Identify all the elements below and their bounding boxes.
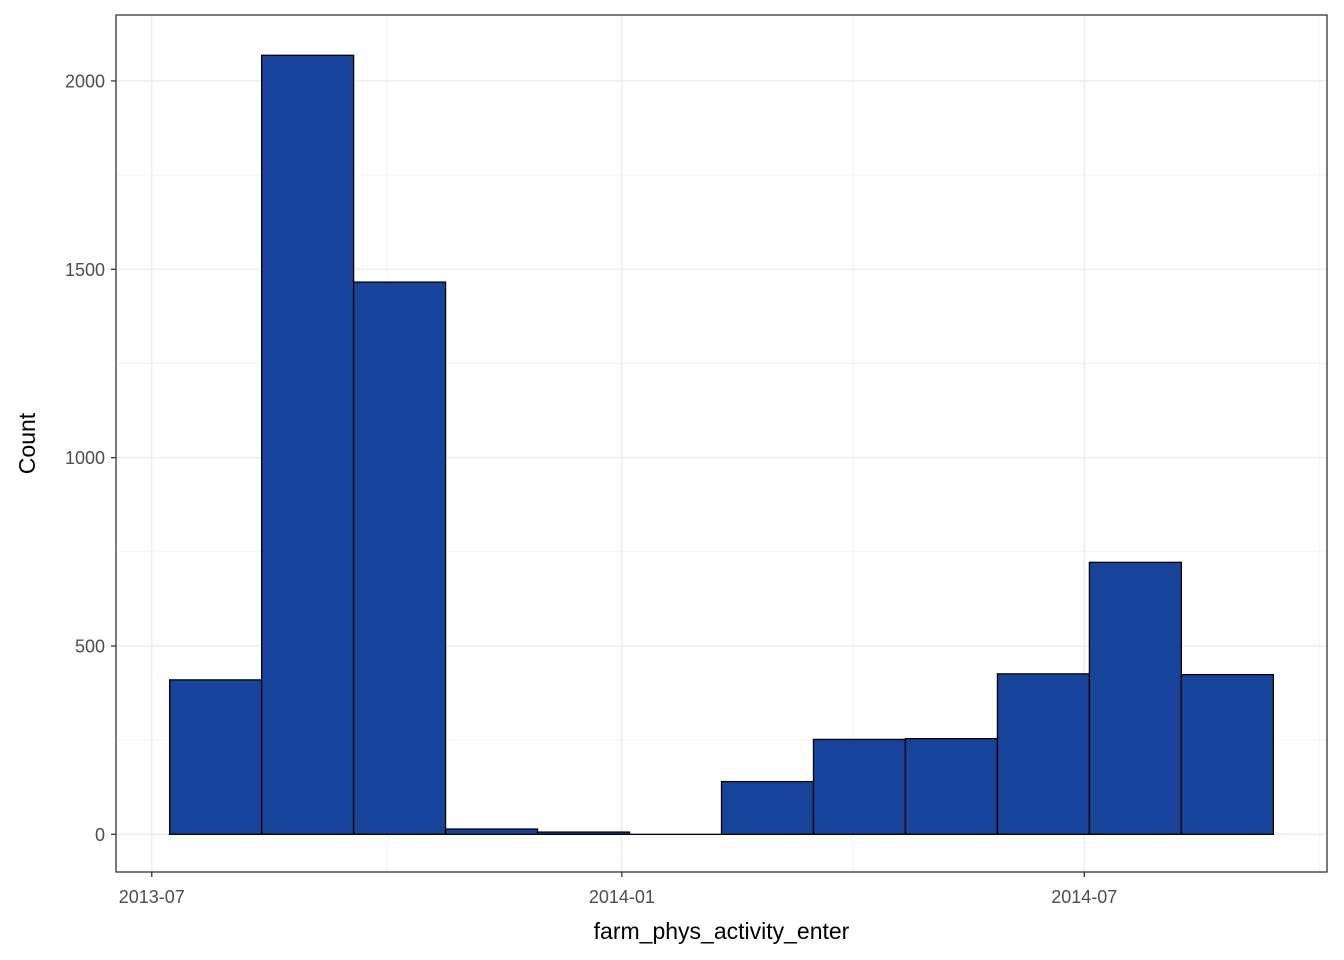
y-tick-label: 2000: [65, 71, 105, 91]
histogram-bar: [996, 673, 1091, 835]
y-tick-label: 0: [95, 825, 105, 845]
histogram-bar: [812, 738, 907, 835]
y-tick-label: 1500: [65, 260, 105, 280]
histogram-bar: [260, 54, 355, 835]
histogram-bar: [1088, 561, 1183, 835]
histogram-bar: [1180, 673, 1274, 835]
x-tick-label: 2014-07: [1051, 887, 1117, 907]
histogram-bar: [352, 281, 447, 835]
histogram-bar: [169, 679, 263, 835]
histogram-bar: [904, 737, 999, 835]
y-tick-label: 1000: [65, 448, 105, 468]
x-axis-title: farm_phys_activity_enter: [594, 918, 850, 944]
x-tick-label: 2014-01: [589, 887, 655, 907]
histogram-bar: [536, 831, 631, 835]
histogram-bars: [169, 54, 1274, 835]
panel-border: [115, 14, 1328, 873]
y-axis: 0 500 1000 1500 2000: [65, 71, 116, 845]
y-axis-title: Count: [14, 412, 40, 474]
x-axis: 2013-07 2014-01 2014-07: [119, 872, 1117, 907]
y-tick-label: 500: [75, 636, 105, 656]
x-tick-label: 2013-07: [119, 887, 185, 907]
histogram-bar: [720, 780, 815, 835]
histogram-bar: [444, 828, 539, 835]
